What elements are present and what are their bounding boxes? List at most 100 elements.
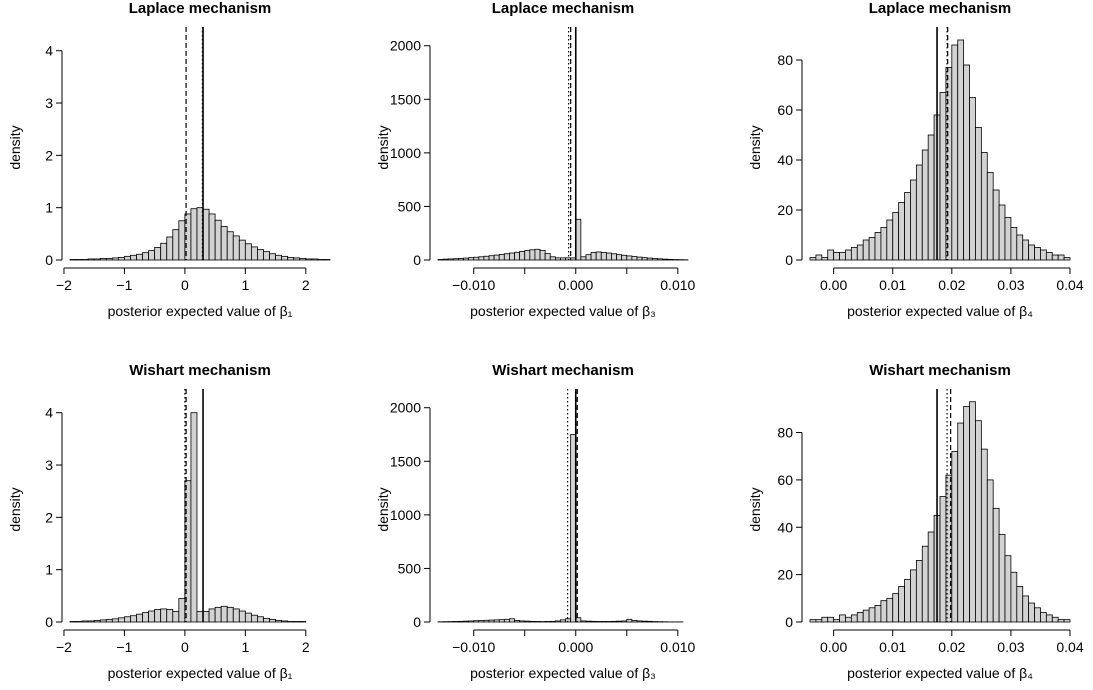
histogram-bar xyxy=(478,620,485,623)
histogram-bar xyxy=(600,621,607,623)
histogram-bar xyxy=(458,257,464,261)
histogram-bar xyxy=(509,618,515,623)
chart-title: Wishart mechanism xyxy=(129,362,271,379)
histogram-bar xyxy=(590,252,597,261)
histogram-bar xyxy=(910,569,917,623)
histogram-bar xyxy=(927,134,935,261)
histogram-bar xyxy=(1045,252,1053,261)
histogram-bar xyxy=(969,97,976,261)
histogram-bar xyxy=(980,448,988,623)
histogram-bar xyxy=(519,251,526,261)
histogram-bar xyxy=(275,620,283,623)
x-tick-label: 2 xyxy=(302,639,310,655)
histogram-bar xyxy=(886,219,894,261)
histogram-bar xyxy=(951,44,959,261)
histogram-bar xyxy=(250,246,258,261)
x-tick-label: −1 xyxy=(116,639,132,655)
chart-panel-1: Laplace mechanism −2 −1 0 1 2 posterior expect… xyxy=(7,0,331,319)
histogram-bar xyxy=(190,208,198,261)
histogram-bar xyxy=(148,610,156,623)
histogram-bar xyxy=(105,618,113,623)
histogram-bar xyxy=(238,239,246,261)
chart-panel-4: Wishart mechanism −2 −1 0 1 2 posterior expect… xyxy=(7,362,310,681)
histogram-bar xyxy=(600,252,607,261)
y-tick-label: 0 xyxy=(45,614,53,630)
y-tick-label: 60 xyxy=(777,472,793,488)
histogram-bar xyxy=(921,149,929,261)
histogram-bar xyxy=(232,235,240,261)
histogram-bar xyxy=(992,507,1000,623)
y-tick-label: 1000 xyxy=(390,507,421,523)
histogram-bar xyxy=(323,259,331,261)
histogram-bar xyxy=(529,249,536,261)
histogram-bar xyxy=(833,619,840,623)
histogram-bar xyxy=(850,247,858,261)
histogram-bar xyxy=(1063,257,1071,261)
y-tick-label: 1500 xyxy=(390,453,421,469)
histogram-bar xyxy=(975,420,982,623)
histogram-bar xyxy=(529,620,536,623)
histogram-bar xyxy=(503,253,510,261)
x-tick-label: 1 xyxy=(241,277,249,293)
histogram-bar xyxy=(921,545,929,623)
y-axis-label: density xyxy=(7,487,23,531)
histogram-bar xyxy=(874,605,882,623)
histogram-bar xyxy=(1022,595,1030,623)
histogram-bar xyxy=(208,213,216,261)
histogram-bar xyxy=(293,257,301,261)
histogram-bar xyxy=(1010,227,1018,261)
x-tick-label: 0.010 xyxy=(660,277,695,293)
histogram-bar xyxy=(646,257,653,261)
y-axis-label: density xyxy=(375,125,391,169)
histogram-bar xyxy=(305,258,313,261)
histogram-bar xyxy=(904,578,911,623)
histogram-bar xyxy=(226,231,234,261)
histogram-bar xyxy=(208,608,216,623)
histogram-bar xyxy=(667,258,674,261)
histogram-bar xyxy=(631,256,638,261)
histogram-bar xyxy=(544,253,551,261)
histogram-bar xyxy=(1051,254,1059,261)
histogram-bar xyxy=(514,251,521,261)
histogram-bar xyxy=(631,619,638,623)
histogram-bar xyxy=(111,618,119,623)
histogram-bar xyxy=(468,257,475,261)
histogram-bar xyxy=(238,610,246,623)
histogram-bar xyxy=(493,254,500,261)
histogram-bar xyxy=(1004,555,1012,623)
y-tick-label: 60 xyxy=(777,102,793,118)
histogram-bar xyxy=(75,259,83,261)
histogram-bar xyxy=(969,401,976,623)
histogram-bar xyxy=(621,254,628,261)
histogram-bar xyxy=(287,621,295,623)
y-tick-label: 0 xyxy=(413,252,421,268)
histogram-bar xyxy=(585,620,592,623)
histogram-bar xyxy=(293,621,301,623)
y-tick-label: 40 xyxy=(777,519,793,535)
histogram-bar xyxy=(957,422,965,623)
histogram-bar xyxy=(605,252,612,261)
y-tick-label: 0 xyxy=(45,252,53,268)
y-tick-label: 2000 xyxy=(390,400,421,416)
histogram-bar xyxy=(483,255,490,261)
histogram-bar xyxy=(69,621,77,623)
histogram-bar xyxy=(524,250,531,261)
x-tick-label: −1 xyxy=(116,277,132,293)
histogram-bar xyxy=(287,256,295,261)
histogram-bar xyxy=(117,617,125,623)
y-tick-label: 4 xyxy=(45,43,53,59)
histogram-bar xyxy=(509,252,515,261)
histogram-bar xyxy=(136,253,143,261)
x-tick-label: −2 xyxy=(56,639,72,655)
histogram-bar xyxy=(1040,612,1047,623)
histogram-bar xyxy=(539,249,546,261)
histogram-bar xyxy=(641,257,648,261)
histogram-bar xyxy=(616,254,623,261)
y-tick-label: 2 xyxy=(45,509,53,525)
histogram-bar xyxy=(874,232,882,261)
histogram-bar xyxy=(910,179,917,261)
histogram-bar xyxy=(616,620,623,623)
histogram-bar xyxy=(927,531,935,623)
histogram-bar xyxy=(892,212,900,261)
histogram-bar xyxy=(856,612,864,623)
